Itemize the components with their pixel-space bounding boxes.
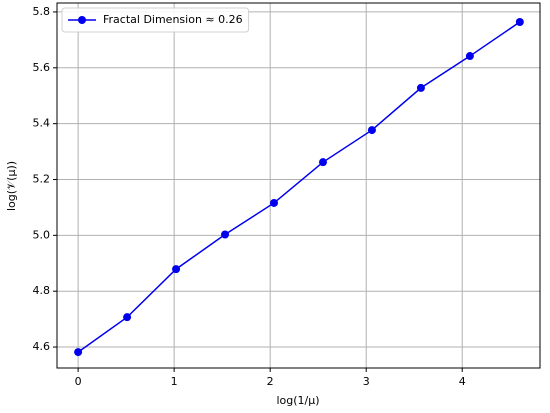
- x-tick-label: 2: [267, 375, 274, 388]
- data-point: [270, 198, 279, 207]
- data-point: [416, 83, 425, 92]
- data-point: [74, 348, 83, 357]
- data-point: [172, 265, 181, 274]
- data-line: [77, 21, 521, 353]
- y-tick-label: 5.4: [33, 117, 51, 130]
- legend: Fractal Dimension ≈ 0.26: [61, 7, 250, 33]
- data-point: [318, 158, 327, 167]
- x-tick-label: 4: [459, 375, 466, 388]
- data-point: [367, 126, 376, 135]
- plot-frame: [56, 2, 541, 369]
- data-point: [221, 230, 230, 239]
- y-tick-label: 4.6: [33, 340, 51, 353]
- data-point: [465, 52, 474, 61]
- y-tick-label: 5.8: [33, 5, 51, 18]
- data-point: [515, 17, 524, 26]
- y-tick-label: 5.6: [33, 61, 51, 74]
- x-tick-label: 0: [75, 375, 82, 388]
- legend-label: Fractal Dimension ≈ 0.26: [103, 13, 243, 26]
- y-axis-label: log(𝒱(μ)): [5, 161, 18, 211]
- x-tick-label: 1: [171, 375, 178, 388]
- legend-marker: [78, 16, 86, 24]
- y-tick-label: 5.2: [33, 172, 51, 185]
- x-axis-label: log(1/μ): [276, 394, 319, 407]
- y-tick-label: 5.0: [33, 228, 51, 241]
- legend-box: [61, 7, 250, 33]
- x-tick-label: 3: [363, 375, 370, 388]
- data-point: [123, 313, 132, 322]
- y-tick-label: 4.8: [33, 284, 51, 297]
